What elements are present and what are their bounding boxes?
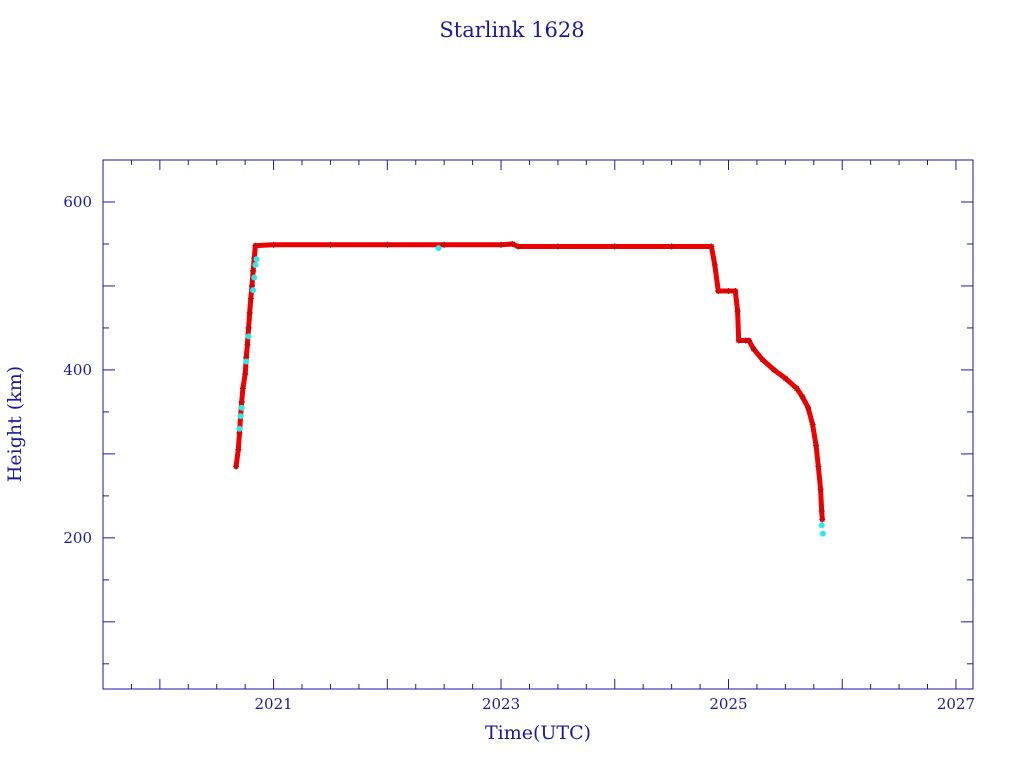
data-point xyxy=(384,241,391,248)
data-point xyxy=(770,366,777,373)
data-point-alt xyxy=(237,413,244,420)
data-point xyxy=(235,446,242,453)
data-point xyxy=(243,354,250,361)
data-point xyxy=(735,337,742,344)
data-point xyxy=(793,385,800,392)
x-tick-label: 2023 xyxy=(482,695,520,713)
data-point xyxy=(732,287,739,294)
data-point xyxy=(238,398,245,405)
data-point-alt xyxy=(818,522,825,529)
chart-title: Starlink 1628 xyxy=(439,18,584,42)
data-point xyxy=(244,341,251,348)
data-point-alt xyxy=(251,274,258,281)
data-point xyxy=(819,516,826,523)
data-point xyxy=(750,345,757,352)
x-axis-label: Time(UTC) xyxy=(485,722,591,744)
axis-tick-labels: 2021 2023 2025 2027 200 400 600 xyxy=(63,193,975,713)
data-point xyxy=(611,243,618,250)
data-point xyxy=(245,324,252,331)
x-tick-label: 2025 xyxy=(709,695,747,713)
data-point xyxy=(498,241,505,248)
data-point-alt xyxy=(250,287,257,294)
data-point xyxy=(239,385,246,392)
y-tick-label: 400 xyxy=(63,361,92,379)
data-point xyxy=(252,242,259,249)
data-point-alt xyxy=(252,261,259,268)
data-point xyxy=(782,375,789,382)
data-point-alt xyxy=(435,245,442,252)
data-point xyxy=(515,243,522,250)
y-axis-label: Height (km) xyxy=(4,366,26,482)
data-points xyxy=(233,240,826,537)
data-point xyxy=(247,295,254,302)
y-tick-label: 600 xyxy=(63,193,92,211)
data-point xyxy=(711,261,718,268)
data-point xyxy=(236,429,243,436)
data-point xyxy=(818,507,825,514)
data-point xyxy=(708,243,715,250)
data-point xyxy=(441,241,448,248)
data-point xyxy=(246,309,253,316)
data-point xyxy=(250,267,257,274)
data-point xyxy=(815,463,822,470)
data-point xyxy=(734,308,741,315)
data-point-alt xyxy=(238,404,245,411)
data-point xyxy=(668,243,675,250)
data-point-alt xyxy=(236,425,243,432)
data-point xyxy=(809,421,816,428)
data-point xyxy=(799,393,806,400)
data-point xyxy=(509,240,516,247)
data-point-alt xyxy=(243,358,250,365)
data-point-alt xyxy=(819,530,826,537)
height-trace xyxy=(233,241,825,522)
x-tick-label: 2021 xyxy=(254,695,292,713)
y-tick-label: 200 xyxy=(63,529,92,547)
plot-frame xyxy=(102,159,974,690)
data-point-alt xyxy=(253,256,260,263)
data-point xyxy=(715,287,722,294)
x-tick-label: 2027 xyxy=(937,695,975,713)
data-point-alt xyxy=(245,333,252,340)
data-point xyxy=(327,241,334,248)
data-point xyxy=(233,463,240,470)
data-point xyxy=(242,371,249,378)
data-point xyxy=(554,243,561,250)
data-point xyxy=(817,486,824,493)
axis-ticks xyxy=(102,159,973,689)
data-point xyxy=(805,404,812,411)
data-point xyxy=(270,241,277,248)
data-point xyxy=(725,287,732,294)
data-point xyxy=(745,337,752,344)
data-point xyxy=(813,442,820,449)
data-point xyxy=(759,356,766,363)
